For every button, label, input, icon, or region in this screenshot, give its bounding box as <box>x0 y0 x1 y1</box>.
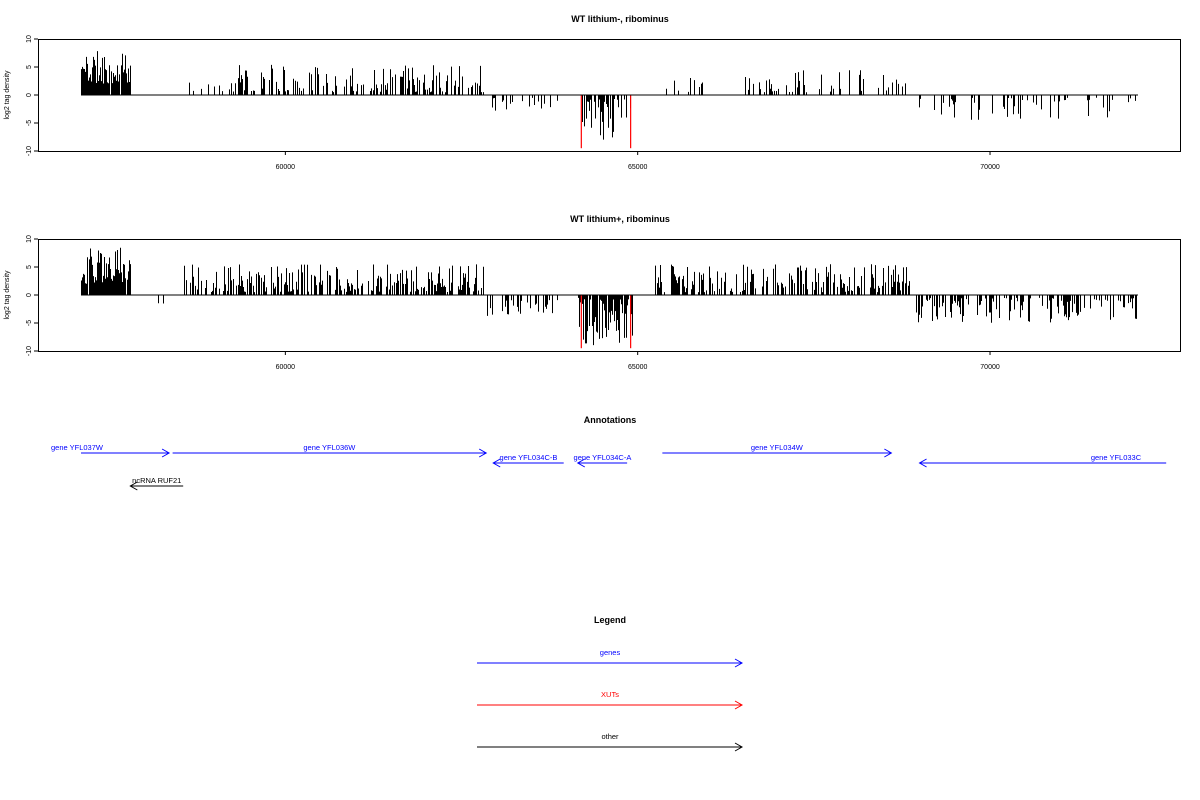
y-tick-label: -10 <box>26 146 33 156</box>
x-tick-label: 70000 <box>980 364 1000 371</box>
feature-arrowhead <box>129 481 138 491</box>
legend-arrowhead <box>734 742 744 752</box>
x-tick-label: 60000 <box>276 164 296 171</box>
feature-label: gene YFL037W <box>51 443 104 452</box>
track-panel-2: WT lithium+, ribominus -10 -5 0 5 10 log2 tag … <box>4 214 1181 371</box>
y-tick-label: 0 <box>26 293 33 297</box>
feature-arrowhead <box>918 458 927 468</box>
feature-label: gene YFL034W <box>751 443 804 452</box>
y-tick-label: 5 <box>26 265 33 269</box>
feature-arrowhead <box>492 458 501 468</box>
feature-label: gene YFL036W <box>303 443 356 452</box>
x-tick-label: 70000 <box>980 164 1000 171</box>
y-axis-label: log2 tag density <box>4 70 11 120</box>
track-panel-1: WT lithium-, ribominus -10 -5 0 5 10 log2 tag … <box>4 14 1181 171</box>
y-tick-label: 10 <box>26 235 33 243</box>
feature-label: gene YFL034C-A <box>574 453 632 462</box>
annotations-panel: Annotations gene YFL037W gene YFL036W gene … <box>51 415 1167 491</box>
y-tick-label: -10 <box>26 346 33 356</box>
feature-label: gene YFL034C-B <box>500 453 558 462</box>
x-tick-label: 65000 <box>628 364 648 371</box>
panel-title: WT lithium+, ribominus <box>570 214 670 224</box>
y-tick-label: -5 <box>26 320 33 326</box>
feature-arrowhead <box>478 448 488 458</box>
plot-frame <box>38 239 1181 352</box>
legend-title: Legend <box>594 615 626 625</box>
feature-arrowhead <box>576 458 586 468</box>
y-tick-label: 0 <box>26 93 33 97</box>
legend-label: genes <box>600 648 621 657</box>
feature-label: ncRNA RUF21 <box>132 476 181 485</box>
legend-label: XUTs <box>601 690 619 699</box>
y-tick-label: -5 <box>26 120 33 126</box>
y-axis-label: log2 tag density <box>4 270 11 320</box>
legend-arrowhead <box>734 700 744 710</box>
feature-label: gene YFL033C <box>1091 453 1142 462</box>
x-tick-label: 65000 <box>628 164 648 171</box>
panel-title: WT lithium-, ribominus <box>571 14 669 24</box>
plot-frame <box>38 39 1181 152</box>
annotations-title: Annotations <box>584 415 637 425</box>
legend-label: other <box>601 732 619 741</box>
legend-panel: Legend genes XUTs other <box>477 615 744 752</box>
y-tick-label: 5 <box>26 65 33 69</box>
legend-arrowhead <box>734 658 744 668</box>
y-tick-label: 10 <box>26 35 33 43</box>
x-tick-label: 60000 <box>276 364 296 371</box>
feature-arrowhead <box>161 448 171 458</box>
feature-arrowhead <box>884 448 893 458</box>
